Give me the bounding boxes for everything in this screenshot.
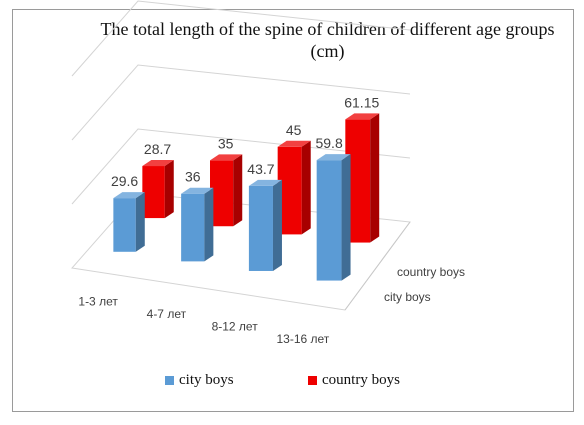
- depth-label-country-boys: country boys: [397, 265, 465, 279]
- data-label-city-boys-4: 59.8: [315, 135, 342, 151]
- gridline: [71, 0, 411, 77]
- gridline: [71, 64, 411, 141]
- bars: [113, 113, 380, 281]
- bar-top: [248, 179, 282, 186]
- gridline: [71, 128, 411, 205]
- bar-top: [113, 192, 145, 199]
- bar-city-boys-1: [113, 192, 145, 252]
- bar-side: [341, 154, 351, 281]
- depth-label-city-boys: city boys: [384, 290, 431, 304]
- bar-city-boys-2: [181, 187, 214, 262]
- category-label-1: 1-3 лет: [78, 294, 118, 308]
- bar-top: [210, 154, 243, 161]
- chart-title: The total length of the spine of childre…: [100, 19, 555, 61]
- bar-country-boys-3: [277, 140, 311, 235]
- bar-side: [301, 140, 311, 235]
- legend-label-city-boys: city boys: [179, 372, 234, 388]
- legend-item-city-boys: city boys: [165, 372, 234, 389]
- legend-item-country-boys: country boys: [308, 372, 400, 389]
- bar-top: [142, 160, 174, 167]
- legend-swatch-country-boys: [308, 376, 317, 385]
- category-label-2: 4-7 лет: [147, 307, 187, 321]
- bar-side: [204, 187, 214, 262]
- legend-swatch-city-boys: [165, 376, 174, 385]
- bar-side: [370, 113, 380, 243]
- bar-side: [272, 179, 282, 271]
- bar-front: [142, 166, 165, 219]
- axis-labels: 1-3 лет 4-7 лет 8-12 лет 13-16 лет country b…: [78, 265, 465, 346]
- bar-side: [135, 192, 145, 252]
- bar-side: [164, 160, 174, 219]
- bar-country-boys-1: [142, 160, 174, 219]
- category-label-3: 8-12 лет: [212, 319, 259, 333]
- data-label-country-boys-1: 28.7: [144, 141, 171, 157]
- bar-city-boys-3: [248, 179, 282, 271]
- bar-top: [277, 140, 311, 147]
- bar-top: [345, 113, 380, 120]
- bar-front: [316, 160, 342, 281]
- bar-front: [248, 185, 273, 271]
- bar-front: [113, 198, 136, 252]
- category-label-4: 13-16 лет: [276, 332, 329, 346]
- depth-axis: [344, 221, 411, 311]
- data-label-country-boys-3: 45: [286, 122, 302, 138]
- bar-front: [181, 193, 205, 262]
- bar-side: [233, 154, 243, 227]
- data-labels: 28.7 35 45 61.15 29.6 36 43.7 59.8: [111, 94, 380, 189]
- bar-city-boys-4: [316, 154, 351, 281]
- bar-country-boys-2: [210, 154, 243, 227]
- legend-label-country-boys: country boys: [322, 372, 400, 388]
- bar-front: [210, 160, 234, 227]
- data-label-country-boys-4: 61.15: [344, 94, 379, 110]
- bar-top: [181, 187, 214, 194]
- data-label-country-boys-2: 35: [218, 135, 234, 151]
- legend: city boys country boys: [0, 372, 584, 396]
- data-label-city-boys-3: 43.7: [247, 161, 274, 177]
- data-label-city-boys-1: 29.6: [111, 173, 138, 189]
- data-label-city-boys-2: 36: [185, 169, 201, 185]
- bar-top: [316, 154, 351, 161]
